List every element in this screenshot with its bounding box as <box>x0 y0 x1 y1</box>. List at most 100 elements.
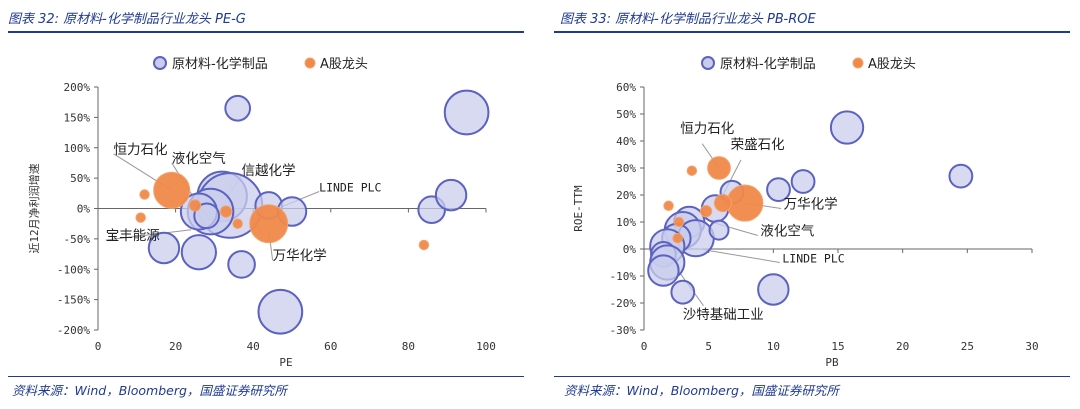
y-tick-label: 40% <box>616 135 636 148</box>
y-tick-label: -100% <box>57 263 90 276</box>
x-tick-label: 25 <box>961 340 974 353</box>
legend-swatch-industry <box>153 56 167 70</box>
y-tick-label: -50% <box>64 233 91 246</box>
annotation-label: 液化空气 <box>172 151 226 167</box>
chart-pb-roe: 60% 50% 40% 30% 20% 10% 0% -10% -20% -30% 0 5 10 15 20… <box>572 56 1039 369</box>
y-tick-label: 100% <box>64 142 91 155</box>
bubble-point <box>757 273 790 306</box>
x-tick-label: 15 <box>831 340 844 353</box>
x-tick-label: 0 <box>641 340 648 353</box>
annotation-label: LINDE PLC <box>319 180 381 194</box>
y-axis-label: 近12月净利润增速 <box>27 163 41 253</box>
x-axis-label: PE <box>279 356 292 369</box>
leader-point <box>232 218 243 229</box>
x-tick-label: 5 <box>705 340 712 353</box>
title-rule <box>554 31 1070 33</box>
x-tick-label: 20 <box>169 340 182 353</box>
title-rule <box>8 31 524 33</box>
panel-pe-g: 图表 32: 原材料-化学制品行业龙头 PE-G 200% 150% 100% 50%… <box>8 12 524 398</box>
annotation-leader-line <box>699 248 780 263</box>
annotation-label: 沙特基础工业 <box>683 306 764 323</box>
x-tick-label: 80 <box>402 340 415 353</box>
y-tick-label: 50% <box>616 108 636 121</box>
bubble-point <box>193 202 220 230</box>
x-tick-label: 20 <box>896 340 909 353</box>
leader-point <box>139 189 150 200</box>
x-axis-label: PB <box>825 356 839 369</box>
leader-point <box>418 239 430 251</box>
bubble-point <box>766 177 791 203</box>
y-tick-label: 0% <box>623 243 637 256</box>
source-note: 资料来源：Wind，Bloomberg，国盛证券研究所 <box>12 383 287 398</box>
leader-point <box>713 194 732 213</box>
annotation-label: 万华化学 <box>784 197 838 213</box>
source-rule <box>554 376 1070 377</box>
bubble-point <box>443 89 490 136</box>
leader-point <box>686 165 698 176</box>
y-tick-label: 50% <box>70 172 90 185</box>
bubble-point <box>257 288 304 335</box>
y-tick-label: 20% <box>616 189 636 202</box>
y-tick-label: 200% <box>64 81 91 94</box>
bubble-point <box>670 279 696 305</box>
bubble-point <box>948 163 974 189</box>
y-tick-label: -200% <box>57 324 90 337</box>
legend-label-leader: A股龙头 <box>320 57 368 72</box>
y-tick-label: 60% <box>616 81 636 94</box>
source-rule <box>8 376 524 377</box>
leader-point <box>219 205 233 218</box>
leader-point <box>672 232 683 244</box>
annotation-label: 万华化学 <box>273 248 327 264</box>
bubble-point <box>790 169 816 194</box>
bubble-point <box>829 110 865 145</box>
legend-swatch-industry <box>701 56 715 70</box>
legend-swatch-leader <box>304 57 316 69</box>
y-tick-label: -10% <box>610 270 637 283</box>
leader-point <box>663 200 674 212</box>
leader-point <box>699 205 713 218</box>
y-tick-label: -30% <box>610 324 637 337</box>
x-tick-label: 10 <box>767 340 780 353</box>
bubble-point <box>224 94 252 122</box>
annotation-label: 液化空气 <box>760 224 814 240</box>
bubble-point <box>708 219 730 241</box>
y-tick-label: -150% <box>57 294 90 307</box>
y-tick-label: 10% <box>616 216 636 229</box>
x-tick-label: 60 <box>324 340 337 353</box>
x-tick-label: 0 <box>95 340 102 353</box>
panel-pb-roe: 图表 33: 原材料-化学制品行业龙头 PB-ROE 60% 50% 40% 30% 2… <box>540 0 1080 409</box>
legend-label-industry: 原材料-化学制品 <box>172 56 268 72</box>
legend-swatch-leader <box>852 57 864 69</box>
bubble-point <box>180 234 217 271</box>
y-tick-label: -20% <box>610 297 637 310</box>
annotation-label: 恒力石化 <box>114 142 168 158</box>
bubble-point <box>647 254 680 287</box>
y-tick-label: 0% <box>77 203 91 216</box>
leader-point <box>188 199 202 212</box>
y-axis-label: ROE-TTM <box>572 185 585 232</box>
leader-point <box>153 171 191 209</box>
bubble-point <box>227 250 256 279</box>
leader-point <box>707 156 731 180</box>
leader-point <box>135 212 146 223</box>
x-tick-label: 30 <box>1025 340 1038 353</box>
figure-title-pb-roe: 图表 33: 原材料-化学制品行业龙头 PB-ROE <box>560 12 816 27</box>
y-tick-label: 150% <box>64 111 91 124</box>
leader-point <box>673 216 685 228</box>
annotation-leader-line <box>105 229 192 241</box>
y-tick-label: 30% <box>616 162 636 175</box>
annotation-label: LINDE PLC <box>782 252 844 266</box>
figure-title-pe-g: 图表 32: 原材料-化学制品行业龙头 PE-G <box>8 12 246 27</box>
x-tick-label: 100 <box>476 340 496 353</box>
legend-label-industry: 原材料-化学制品 <box>720 56 816 72</box>
bubble-point <box>147 231 181 265</box>
annotation-label: 宝丰能源 <box>106 228 160 244</box>
bubble-point <box>434 178 468 212</box>
legend-label-leader: A股龙头 <box>868 57 916 72</box>
annotation-label: 信越化学 <box>242 163 296 179</box>
chart-pe-g: 200% 150% 100% 50% 0% -50% -100% -150% -200% 0 20 4… <box>27 56 496 369</box>
source-note: 资料来源：Wind，Bloomberg，国盛证券研究所 <box>564 383 839 398</box>
leader-point <box>726 184 764 222</box>
annotation-label: 荣盛石化 <box>731 137 785 153</box>
x-tick-label: 40 <box>247 340 260 353</box>
